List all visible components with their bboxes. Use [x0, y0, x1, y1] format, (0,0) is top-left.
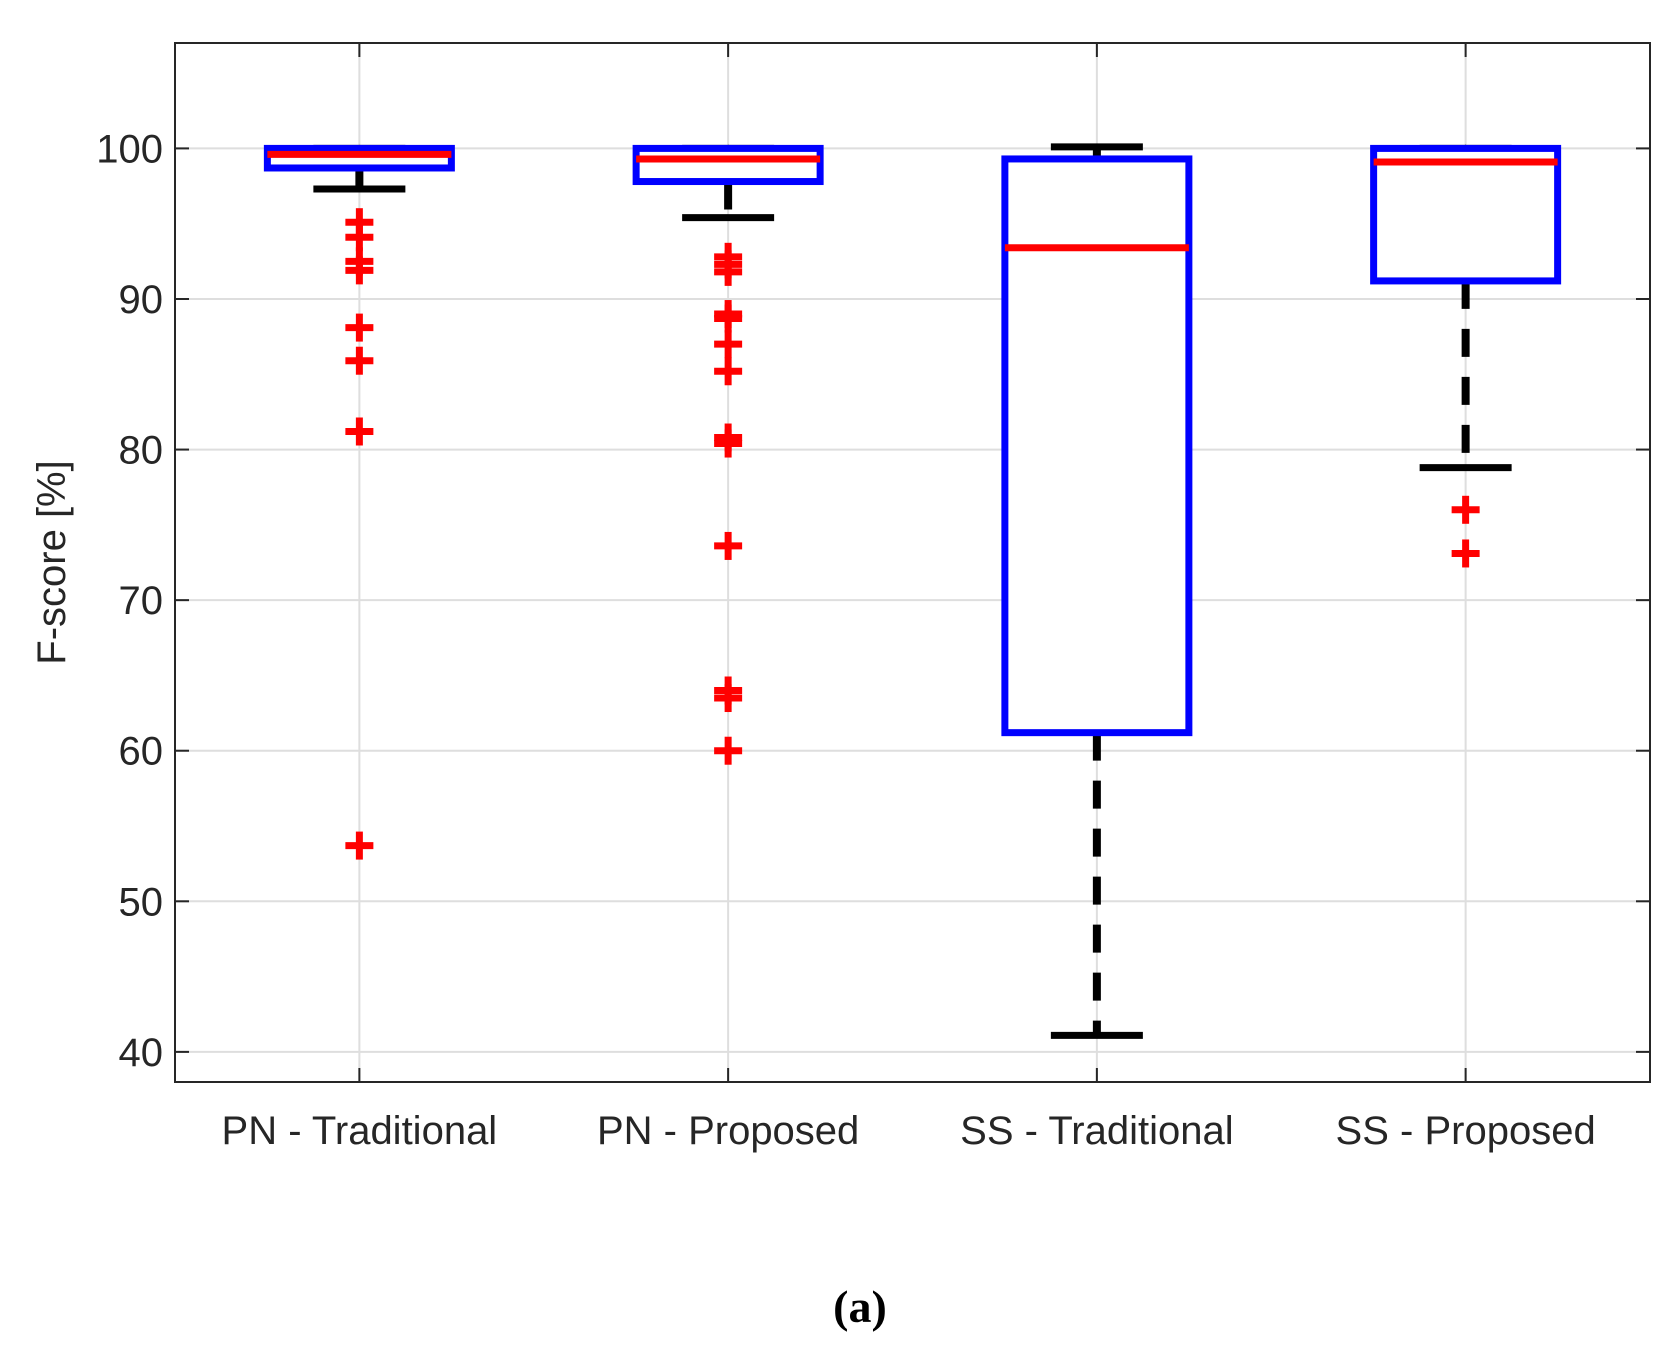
- outlier-2-7: [714, 357, 743, 386]
- y-tick-label-50: 50: [119, 880, 164, 924]
- x-tick-label-3: SS - Traditional: [960, 1109, 1233, 1153]
- box-4: [1370, 144, 1562, 285]
- outlier-1-8: [345, 831, 374, 860]
- outlier-1-6: [345, 346, 374, 375]
- box-group-3: [1001, 143, 1193, 1039]
- outlier-4-2: [1451, 539, 1480, 568]
- outlier-1-7: [345, 417, 374, 446]
- outlier-1-4: [345, 256, 374, 285]
- outlier-2-12: [714, 684, 743, 713]
- y-tick-label-60: 60: [119, 730, 164, 774]
- outlier-2-6: [714, 330, 743, 359]
- outlier-2-10: [714, 531, 743, 560]
- axes-frame: [174, 42, 1651, 1083]
- y-tick-label-70: 70: [119, 579, 164, 623]
- outlier-2-3: [714, 257, 743, 286]
- outlier-2-13: [714, 736, 743, 765]
- y-tick-label-100: 100: [96, 127, 163, 171]
- box-group-2: [632, 144, 824, 765]
- outlier-2-9: [714, 429, 743, 458]
- x-tick-label-4: SS - Proposed: [1336, 1109, 1596, 1153]
- box-group-1: [263, 144, 455, 860]
- caption-text: (a): [833, 1281, 887, 1332]
- y-tick-label-80: 80: [119, 429, 164, 473]
- outlier-4-1: [1451, 495, 1480, 524]
- figure-caption: (a): [833, 1281, 887, 1332]
- y-tick-label-40: 40: [119, 1031, 164, 1075]
- outlier-1-5: [345, 313, 374, 342]
- box-3: [1001, 155, 1193, 737]
- x-tick-label-2: PN - Proposed: [597, 1109, 859, 1153]
- box-group-4: [1370, 144, 1562, 568]
- x-tick-label-1: PN - Traditional: [222, 1109, 498, 1153]
- y-tick-label-90: 90: [119, 278, 164, 322]
- outlier-2-5: [714, 304, 743, 333]
- boxes-layer: [263, 143, 1562, 1039]
- outlier-1-2: [345, 223, 374, 252]
- box-2: [632, 144, 824, 186]
- y-axis-label: F-score [%]: [30, 460, 74, 664]
- ticks-layer: 40 50 60 70 80 90 100 PN - Traditional PN - Prop…: [96, 43, 1650, 1153]
